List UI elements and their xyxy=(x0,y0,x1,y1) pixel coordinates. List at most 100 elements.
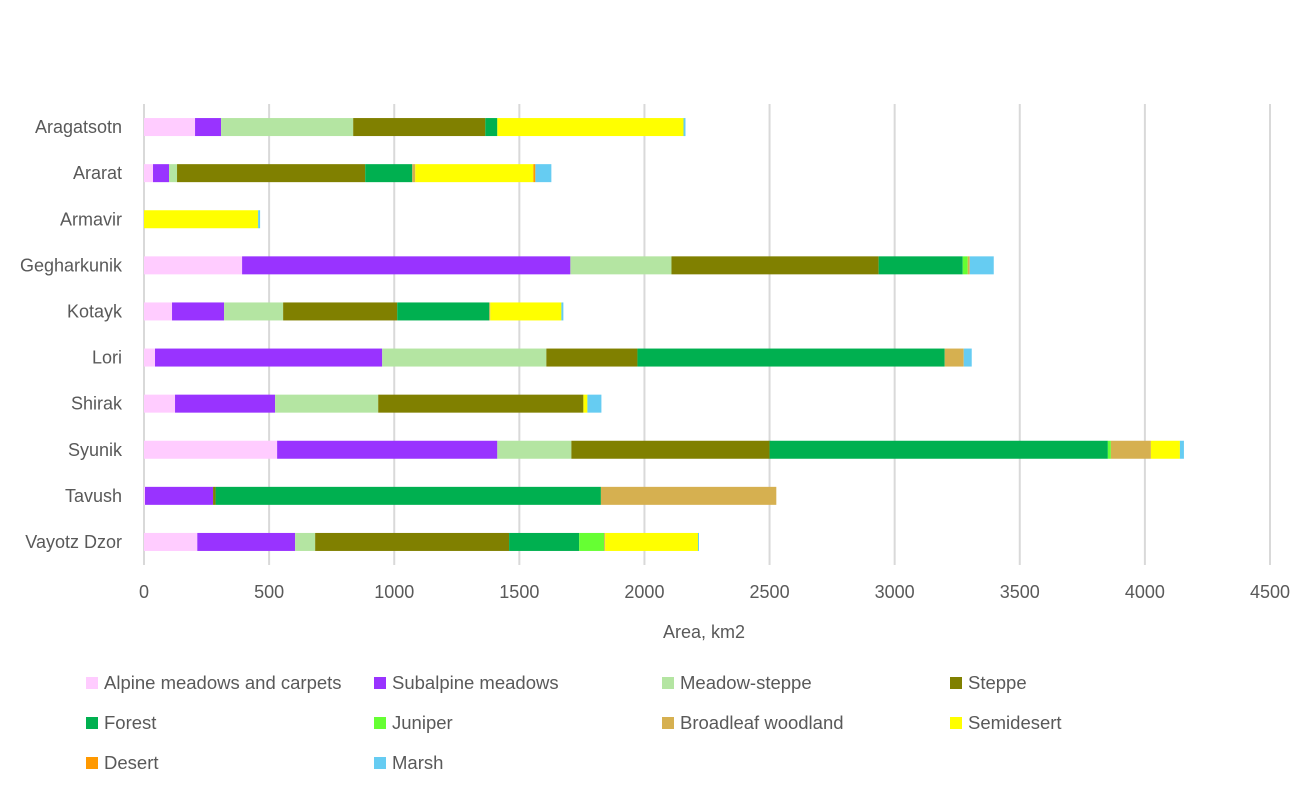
bar-segment: Gegharkunik — Steppe: 828 xyxy=(671,256,879,275)
legend-swatch xyxy=(662,677,674,689)
bar-segment: Armavir — Marsh: 8 xyxy=(258,210,261,229)
bar-segment: Syunik — Steppe: 792 xyxy=(571,440,770,459)
bar-segment: Shirak — Marsh: 56 xyxy=(587,394,602,413)
bar-segment: Ararat — Steppe: 752 xyxy=(177,164,366,183)
bar-segment: Ararat — Forest: 188 xyxy=(365,164,413,183)
x-tick-label: 1500 xyxy=(499,582,539,602)
legend-swatch xyxy=(950,677,962,689)
bar-segment: Armavir — Semidesert: 456 xyxy=(144,210,259,229)
bar-segment: Syunik — Meadow-steppe: 296 xyxy=(497,440,572,459)
stacked-bar-chart: Aragatsotn — Alpine meadows and carpets:… xyxy=(20,104,1290,642)
bar-segment: Vayotz Dzor — Subalpine meadows: 391 xyxy=(197,532,296,551)
x-tick-label: 3500 xyxy=(1000,582,1040,602)
legend-label: Alpine meadows and carpets xyxy=(104,672,342,693)
bar-segment: Kotayk — Forest: 368 xyxy=(397,302,490,321)
legend-swatch xyxy=(374,757,386,769)
category-label: Lori xyxy=(92,348,122,368)
bar-segment: Gegharkunik — Meadow-steppe: 404 xyxy=(570,256,672,275)
bar-segment: Aragatsotn — Forest: 48 xyxy=(485,118,498,137)
bar-segment: Kotayk — Semidesert: 284 xyxy=(490,302,562,321)
legend-label: Subalpine meadows xyxy=(392,672,559,693)
bar-segment: Kotayk — Meadow-steppe: 236 xyxy=(224,302,284,321)
legend-label: Steppe xyxy=(968,672,1027,693)
bar-segment: Ararat — Desert: 8 xyxy=(533,164,536,183)
bar-segment: Ararat — Broadleaf woodland: 12 xyxy=(412,164,416,183)
legend-label: Forest xyxy=(104,712,157,733)
bar-segment: Shirak — Meadow-steppe: 412 xyxy=(275,394,379,413)
bar-segment: Gegharkunik — Marsh: 96 xyxy=(969,256,994,275)
legend-label: Desert xyxy=(104,752,159,773)
bar-segment: Vayotz Dzor — Semidesert: 371 xyxy=(605,532,698,551)
x-axis-title: Area, km2 xyxy=(663,622,745,642)
bar-segment: Ararat — Alpine meadows and carpets: 36 xyxy=(144,164,154,183)
legend-item: Forest xyxy=(86,712,156,734)
bar-segment: Vayotz Dzor — Steppe: 775 xyxy=(315,532,510,551)
bar-segment: Syunik — Marsh: 16 xyxy=(1179,440,1184,459)
legend-item: Subalpine meadows xyxy=(374,672,559,694)
legend-item: Juniper xyxy=(374,712,453,734)
x-tick-label: 0 xyxy=(139,582,149,602)
x-tick-label: 1000 xyxy=(374,582,414,602)
bar-segment: Syunik — Juniper: 12 xyxy=(1107,440,1111,459)
x-tick-label: 4000 xyxy=(1125,582,1165,602)
bar-segment: Lori — Broadleaf woodland: 76 xyxy=(944,348,964,367)
legend-item: Broadleaf woodland xyxy=(662,712,844,734)
bar-segment: Syunik — Semidesert: 116 xyxy=(1150,440,1180,459)
bar-segment: Gegharkunik — Subalpine meadows: 1312 xyxy=(242,256,571,275)
bar-segment: Aragatsotn — Subalpine meadows: 104 xyxy=(195,118,222,137)
bar-segment: Gegharkunik — Juniper: 20 xyxy=(962,256,968,275)
bar-segment: Ararat — Semidesert: 472 xyxy=(415,164,534,183)
legend-label: Broadleaf woodland xyxy=(680,712,844,733)
legend-item: Steppe xyxy=(950,672,1027,694)
bar-segment: Lori — Alpine meadows and carpets: 44 xyxy=(144,348,156,367)
legend-swatch xyxy=(662,717,674,729)
bar-segment: Tavush — Alpine meadows and carpets: 4 xyxy=(144,486,146,505)
legend-item: Marsh xyxy=(374,752,443,774)
legend-label: Juniper xyxy=(392,712,453,733)
bar-segment: Tavush — Broadleaf woodland: 701 xyxy=(600,486,777,505)
bar-segment: Tavush — Steppe: 10 xyxy=(213,486,216,505)
bar-segment: Lori — Forest: 1228 xyxy=(637,348,945,367)
bar-segment: Kotayk — Subalpine meadows: 208 xyxy=(172,302,225,321)
bar-segment: Gegharkunik — Forest: 336 xyxy=(878,256,963,275)
x-tick-label: 3000 xyxy=(875,582,915,602)
bars: Aragatsotn — Alpine meadows and carpets:… xyxy=(144,118,1184,551)
bar-segment: Kotayk — Steppe: 456 xyxy=(283,302,398,321)
category-label: Kotayk xyxy=(67,301,123,321)
legend-label: Marsh xyxy=(392,752,444,773)
bar-segment: Vayotz Dzor — Meadow-steppe: 80 xyxy=(295,532,316,551)
x-tick-label: 2500 xyxy=(750,582,790,602)
bar-segment: Vayotz Dzor — Juniper: 100 xyxy=(579,532,605,551)
legend-swatch xyxy=(374,717,386,729)
bar-segment: Ararat — Meadow-steppe: 32 xyxy=(169,164,178,183)
legend-swatch xyxy=(86,677,98,689)
legend-label: Meadow-steppe xyxy=(680,672,812,693)
bar-segment: Syunik — Forest: 1352 xyxy=(769,440,1108,459)
bar-segment: Gegharkunik — Alpine meadows and carpets… xyxy=(144,256,243,275)
bar-segment: Vayotz Dzor — Broadleaf woodland: 4 xyxy=(604,532,606,551)
legend-item: Alpine meadows and carpets xyxy=(86,672,342,694)
x-tick-label: 4500 xyxy=(1250,582,1290,602)
bar-segment: Aragatsotn — Steppe: 528 xyxy=(353,118,486,137)
bar-segment: Vayotz Dzor — Forest: 280 xyxy=(509,532,580,551)
bar-segment: Aragatsotn — Meadow-steppe: 528 xyxy=(221,118,354,137)
legend-swatch xyxy=(86,717,98,729)
bar-segment: Vayotz Dzor — Marsh: 4 xyxy=(697,532,699,551)
bar-segment: Tavush — Forest: 1540 xyxy=(215,486,601,505)
category-label: Shirak xyxy=(71,394,123,414)
legend-swatch xyxy=(86,757,98,769)
category-label: Syunik xyxy=(68,440,123,460)
bar-segment: Aragatsotn — Alpine meadows and carpets:… xyxy=(144,118,196,137)
bar-segment: Lori — Meadow-steppe: 656 xyxy=(382,348,547,367)
bar-segment: Syunik — Broadleaf woodland: 160 xyxy=(1110,440,1151,459)
bar-segment: Aragatsotn — Semidesert: 744 xyxy=(497,118,684,137)
bar-segment: Kotayk — Broadleaf woodland: 4 xyxy=(489,302,491,321)
category-label: Tavush xyxy=(65,486,122,506)
x-tick-label: 2000 xyxy=(624,582,664,602)
category-label: Ararat xyxy=(73,163,122,183)
bar-segment: Kotayk — Alpine meadows and carpets: 112 xyxy=(144,302,173,321)
legend-swatch xyxy=(950,717,962,729)
bar-segment: Ararat — Marsh: 64 xyxy=(535,164,552,183)
bar-segment: Shirak — Semidesert: 16 xyxy=(583,394,588,413)
category-label: Aragatsotn xyxy=(35,117,122,137)
